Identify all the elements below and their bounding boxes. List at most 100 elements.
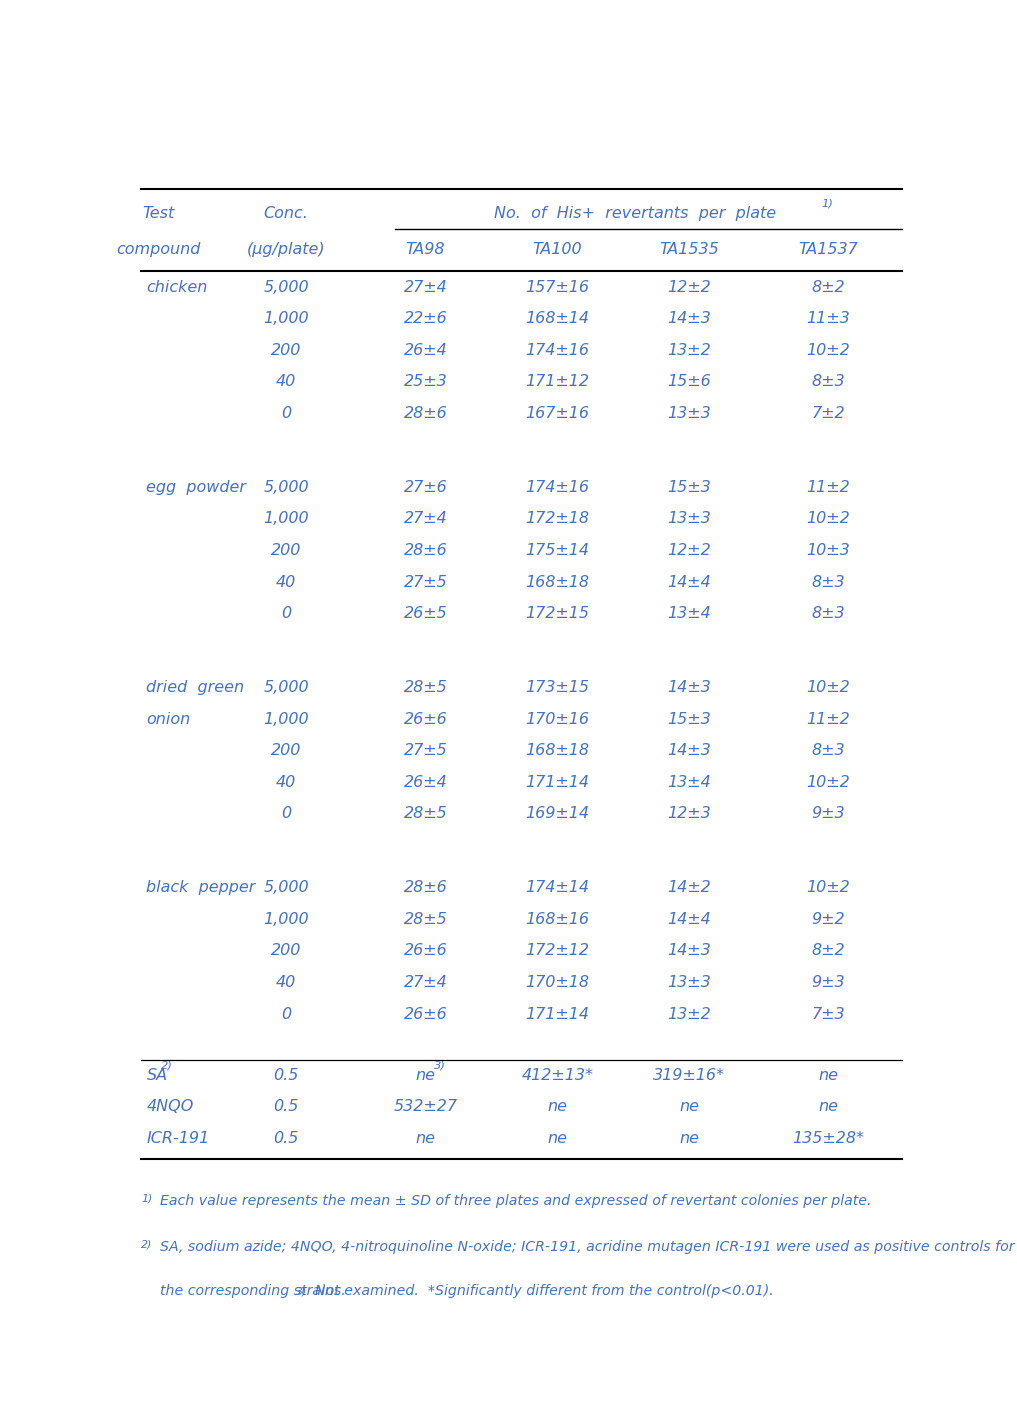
Text: 412±13*: 412±13*: [522, 1068, 593, 1082]
Text: 173±15: 173±15: [525, 680, 589, 695]
Text: 5,000: 5,000: [263, 479, 309, 495]
Text: 174±16: 174±16: [525, 343, 589, 358]
Text: ne: ne: [679, 1131, 699, 1145]
Text: 28±5: 28±5: [404, 806, 447, 822]
Text: 27±6: 27±6: [404, 479, 447, 495]
Text: 13±2: 13±2: [667, 343, 711, 358]
Text: ne: ne: [819, 1068, 838, 1082]
Text: 27±4: 27±4: [404, 280, 447, 294]
Text: 27±5: 27±5: [404, 575, 447, 590]
Text: 171±14: 171±14: [525, 1007, 589, 1022]
Text: 1,000: 1,000: [263, 512, 309, 527]
Text: 10±2: 10±2: [806, 680, 850, 695]
Text: 13±3: 13±3: [667, 974, 711, 990]
Text: the corresponding strains.: the corresponding strains.: [160, 1284, 346, 1298]
Text: 8±2: 8±2: [812, 944, 845, 959]
Text: 9±2: 9±2: [812, 911, 845, 927]
Text: 28±6: 28±6: [404, 880, 447, 896]
Text: 168±14: 168±14: [525, 311, 589, 327]
Text: 40: 40: [276, 974, 296, 990]
Text: 11±3: 11±3: [806, 311, 850, 327]
Text: 170±18: 170±18: [525, 974, 589, 990]
Text: 4NQO: 4NQO: [146, 1099, 194, 1115]
Text: 172±18: 172±18: [525, 512, 589, 527]
Text: 13±3: 13±3: [667, 407, 711, 421]
Text: 12±3: 12±3: [667, 806, 711, 822]
Text: 200: 200: [271, 543, 301, 558]
Text: 200: 200: [271, 944, 301, 959]
Text: 200: 200: [271, 743, 301, 758]
Text: 12±2: 12±2: [667, 543, 711, 558]
Text: 12±2: 12±2: [667, 280, 711, 294]
Text: 0: 0: [281, 806, 291, 822]
Text: 171±12: 171±12: [525, 374, 589, 390]
Text: 2): 2): [161, 1060, 173, 1070]
Text: ne: ne: [819, 1099, 838, 1115]
Text: 175±14: 175±14: [525, 543, 589, 558]
Text: Each value represents the mean ± SD of three plates and expressed of revertant c: Each value represents the mean ± SD of t…: [160, 1193, 872, 1207]
Text: 14±3: 14±3: [667, 311, 711, 327]
Text: 28±6: 28±6: [404, 407, 447, 421]
Text: ne: ne: [679, 1099, 699, 1115]
Text: 319±16*: 319±16*: [653, 1068, 725, 1082]
Text: ne: ne: [547, 1099, 567, 1115]
Text: SA, sodium azide; 4NQO, 4-nitroquinoline N-oxide; ICR-191, acridine mutagen ICR-: SA, sodium azide; 4NQO, 4-nitroquinoline…: [160, 1239, 1014, 1253]
Text: 168±18: 168±18: [525, 743, 589, 758]
Text: 1): 1): [821, 199, 833, 209]
Text: 15±3: 15±3: [667, 479, 711, 495]
Text: Test: Test: [142, 206, 174, 222]
Text: 3): 3): [296, 1287, 307, 1297]
Text: (μg/plate): (μg/plate): [247, 243, 325, 258]
Text: 168±18: 168±18: [525, 575, 589, 590]
Text: 10±2: 10±2: [806, 880, 850, 896]
Text: 172±15: 172±15: [525, 606, 589, 621]
Text: 27±4: 27±4: [404, 512, 447, 527]
Text: 3): 3): [434, 1060, 446, 1070]
Text: 25±3: 25±3: [404, 374, 447, 390]
Text: Conc.: Conc.: [263, 206, 308, 222]
Text: 28±5: 28±5: [404, 680, 447, 695]
Text: 0: 0: [281, 407, 291, 421]
Text: 14±2: 14±2: [667, 880, 711, 896]
Text: 40: 40: [276, 575, 296, 590]
Text: TA98: TA98: [406, 243, 445, 258]
Text: black  pepper: black pepper: [146, 880, 256, 896]
Text: 10±2: 10±2: [806, 343, 850, 358]
Text: 14±3: 14±3: [667, 743, 711, 758]
Text: SA: SA: [146, 1068, 168, 1082]
Text: 170±16: 170±16: [525, 712, 589, 726]
Text: 26±5: 26±5: [404, 606, 447, 621]
Text: Not examined.  *Significantly different from the control(p<0.01).: Not examined. *Significantly different f…: [314, 1284, 773, 1298]
Text: 13±2: 13±2: [667, 1007, 711, 1022]
Text: 40: 40: [276, 775, 296, 789]
Text: 168±16: 168±16: [525, 911, 589, 927]
Text: 28±5: 28±5: [404, 911, 447, 927]
Text: ne: ne: [416, 1068, 435, 1082]
Text: 15±6: 15±6: [667, 374, 711, 390]
Text: 0.5: 0.5: [274, 1131, 299, 1145]
Text: TA100: TA100: [533, 243, 582, 258]
Text: 15±3: 15±3: [667, 712, 711, 726]
Text: 157±16: 157±16: [525, 280, 589, 294]
Text: 14±4: 14±4: [667, 575, 711, 590]
Text: 174±16: 174±16: [525, 479, 589, 495]
Text: 1,000: 1,000: [263, 712, 309, 726]
Text: 1,000: 1,000: [263, 311, 309, 327]
Text: 10±2: 10±2: [806, 775, 850, 789]
Text: 0: 0: [281, 606, 291, 621]
Text: dried  green: dried green: [146, 680, 245, 695]
Text: 10±3: 10±3: [806, 543, 850, 558]
Text: 0.5: 0.5: [274, 1099, 299, 1115]
Text: ne: ne: [547, 1131, 567, 1145]
Text: 2): 2): [141, 1239, 153, 1249]
Text: 27±4: 27±4: [404, 974, 447, 990]
Text: 200: 200: [271, 343, 301, 358]
Text: 1,000: 1,000: [263, 911, 309, 927]
Text: TA1535: TA1535: [659, 243, 719, 258]
Text: 8±2: 8±2: [812, 280, 845, 294]
Text: 172±12: 172±12: [525, 944, 589, 959]
Text: chicken: chicken: [146, 280, 207, 294]
Text: 11±2: 11±2: [806, 479, 850, 495]
Text: compound: compound: [116, 243, 200, 258]
Text: 9±3: 9±3: [812, 974, 845, 990]
